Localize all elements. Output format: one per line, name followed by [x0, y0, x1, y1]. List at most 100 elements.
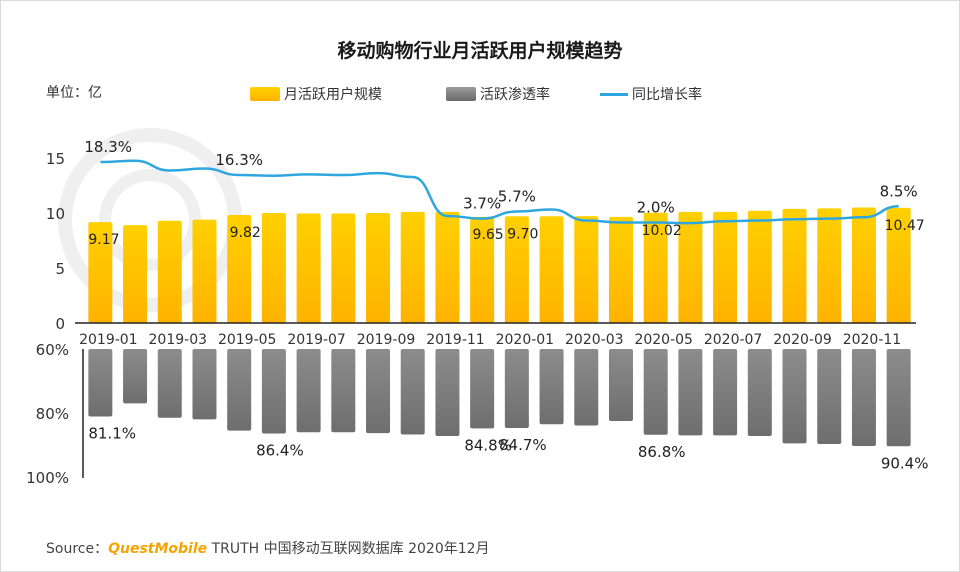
labels-layer: 9.17 9.82 9.65 9.70 10.02 10.47 81.1% 86.4% 84.8…	[84, 138, 928, 472]
penetration-bar-8	[366, 349, 391, 434]
penetration-bar-15	[608, 349, 633, 421]
y-tick-top-2: 10	[46, 205, 65, 223]
growth-label-23: 8.5%	[880, 182, 918, 200]
penetration-bar-19	[747, 349, 772, 437]
x-tick-2: 2019-05	[218, 332, 277, 348]
mau-bar-6	[296, 213, 321, 323]
y-tick-top-3: 15	[46, 150, 65, 168]
growth-label-12: 5.7%	[498, 187, 536, 205]
penetration-bar-18	[713, 349, 738, 436]
legend-item-mau: 月活跃用户规模	[250, 84, 382, 104]
y-tick-bottom-1: 80%	[36, 405, 69, 423]
y-tick-top-0: 0	[55, 315, 65, 333]
x-tick-6: 2020-01	[496, 332, 555, 348]
legend-label-mau: 月活跃用户规模	[284, 87, 382, 103]
mau-label-11: 9.65	[473, 227, 504, 243]
mau-bar-16	[643, 212, 668, 323]
penetration-bar-16	[643, 349, 668, 435]
mau-bar-18	[713, 211, 738, 323]
penetration-bar-21	[817, 349, 842, 445]
mau-bar-23	[886, 207, 911, 323]
mau-bar-17	[678, 211, 703, 323]
penetration-bar-13	[539, 349, 564, 425]
penetration-bar-2	[157, 349, 182, 418]
penetration-bar-5	[261, 349, 286, 434]
bars-layer	[88, 207, 911, 447]
x-tick-8: 2020-05	[634, 332, 693, 348]
x-tick-4: 2019-09	[357, 332, 416, 348]
x-tick-9: 2020-07	[704, 332, 763, 348]
y-tick-bottom-0: 60%	[36, 341, 69, 359]
x-tick-0: 2019-01	[79, 332, 138, 348]
mau-bar-19	[747, 210, 772, 323]
growth-label-0: 18.3%	[84, 138, 132, 156]
mau-bar-3	[192, 219, 217, 323]
unit-label: 单位：亿	[46, 85, 102, 101]
legend-swatch-mau	[250, 87, 280, 101]
mau-bar-4	[227, 214, 252, 323]
mau-bar-7	[331, 213, 356, 323]
line-layer	[100, 159, 899, 225]
legend-swatch-penetration	[446, 87, 476, 101]
penetration-bar-11	[470, 349, 495, 429]
penetration-label-16: 86.8%	[638, 443, 686, 461]
penetration-label-11: 84.8%	[464, 436, 512, 454]
penetration-label-5: 86.4%	[256, 441, 304, 459]
legend-label-penetration: 活跃渗透率	[480, 87, 550, 103]
mau-bar-1	[123, 225, 148, 323]
growth-label-16: 2.0%	[637, 199, 675, 217]
x-tick-1: 2019-03	[149, 332, 208, 348]
penetration-bar-20	[782, 349, 807, 444]
penetration-bar-17	[678, 349, 703, 436]
penetration-bar-22	[851, 349, 876, 446]
penetration-bar-6	[296, 349, 321, 433]
penetration-label-23: 90.4%	[881, 454, 929, 472]
mau-label-4: 9.82	[230, 225, 261, 241]
mau-bar-10	[435, 211, 460, 323]
mau-bar-11	[470, 216, 495, 323]
mau-label-12: 9.70	[507, 226, 538, 242]
mau-label-0: 9.17	[88, 232, 119, 248]
x-tick-11: 2020-11	[843, 332, 902, 348]
penetration-bar-3	[192, 349, 217, 420]
mau-label-16: 10.02	[642, 223, 682, 239]
mau-label-23: 10.47	[885, 218, 925, 234]
x-tick-5: 2019-11	[426, 332, 485, 348]
penetration-bar-14	[574, 349, 599, 426]
source-brand: QuestMobile	[108, 541, 208, 557]
mau-bar-20	[782, 208, 807, 323]
penetration-label-0: 81.1%	[88, 425, 136, 443]
x-tick-7: 2020-03	[565, 332, 624, 348]
penetration-bar-0	[88, 349, 113, 417]
legend-item-penetration: 活跃渗透率	[446, 84, 550, 104]
y-tick-bottom-2: 100%	[26, 469, 69, 487]
mau-bar-21	[817, 208, 842, 323]
penetration-bar-9	[400, 349, 425, 435]
mau-bar-15	[608, 216, 633, 323]
penetration-bar-7	[331, 349, 356, 433]
growth-line	[100, 159, 899, 225]
mau-bar-14	[574, 216, 599, 323]
penetration-bar-12	[504, 349, 529, 429]
mau-bar-12	[504, 216, 529, 323]
chart-title: 移动购物行业月活跃用户规模趋势	[337, 40, 623, 62]
mau-bar-8	[366, 213, 391, 323]
penetration-bar-1	[123, 349, 148, 404]
source-prefix: Source：	[46, 541, 109, 557]
mau-bar-13	[539, 216, 564, 323]
penetration-bar-10	[435, 349, 460, 437]
mau-bar-0	[88, 222, 113, 323]
growth-label-4: 16.3%	[215, 151, 263, 169]
x-tick-3: 2019-07	[287, 332, 346, 348]
legend-swatch-growth	[600, 92, 628, 96]
penetration-label-12: 84.7%	[499, 436, 547, 454]
growth-label-11: 3.7%	[463, 195, 501, 213]
source-rest: TRUTH 中国移动互联网数据库 2020年12月	[207, 541, 490, 557]
y-tick-top-1: 5	[55, 260, 65, 278]
mau-bar-5	[261, 213, 286, 323]
mau-bar-9	[400, 211, 425, 323]
legend-item-growth: 同比增长率	[600, 84, 702, 104]
penetration-bar-4	[227, 349, 252, 431]
axes-layer: 0 5 10 15 60% 80% 100% 2019-01 2019-03 2019-05 201…	[26, 150, 916, 487]
